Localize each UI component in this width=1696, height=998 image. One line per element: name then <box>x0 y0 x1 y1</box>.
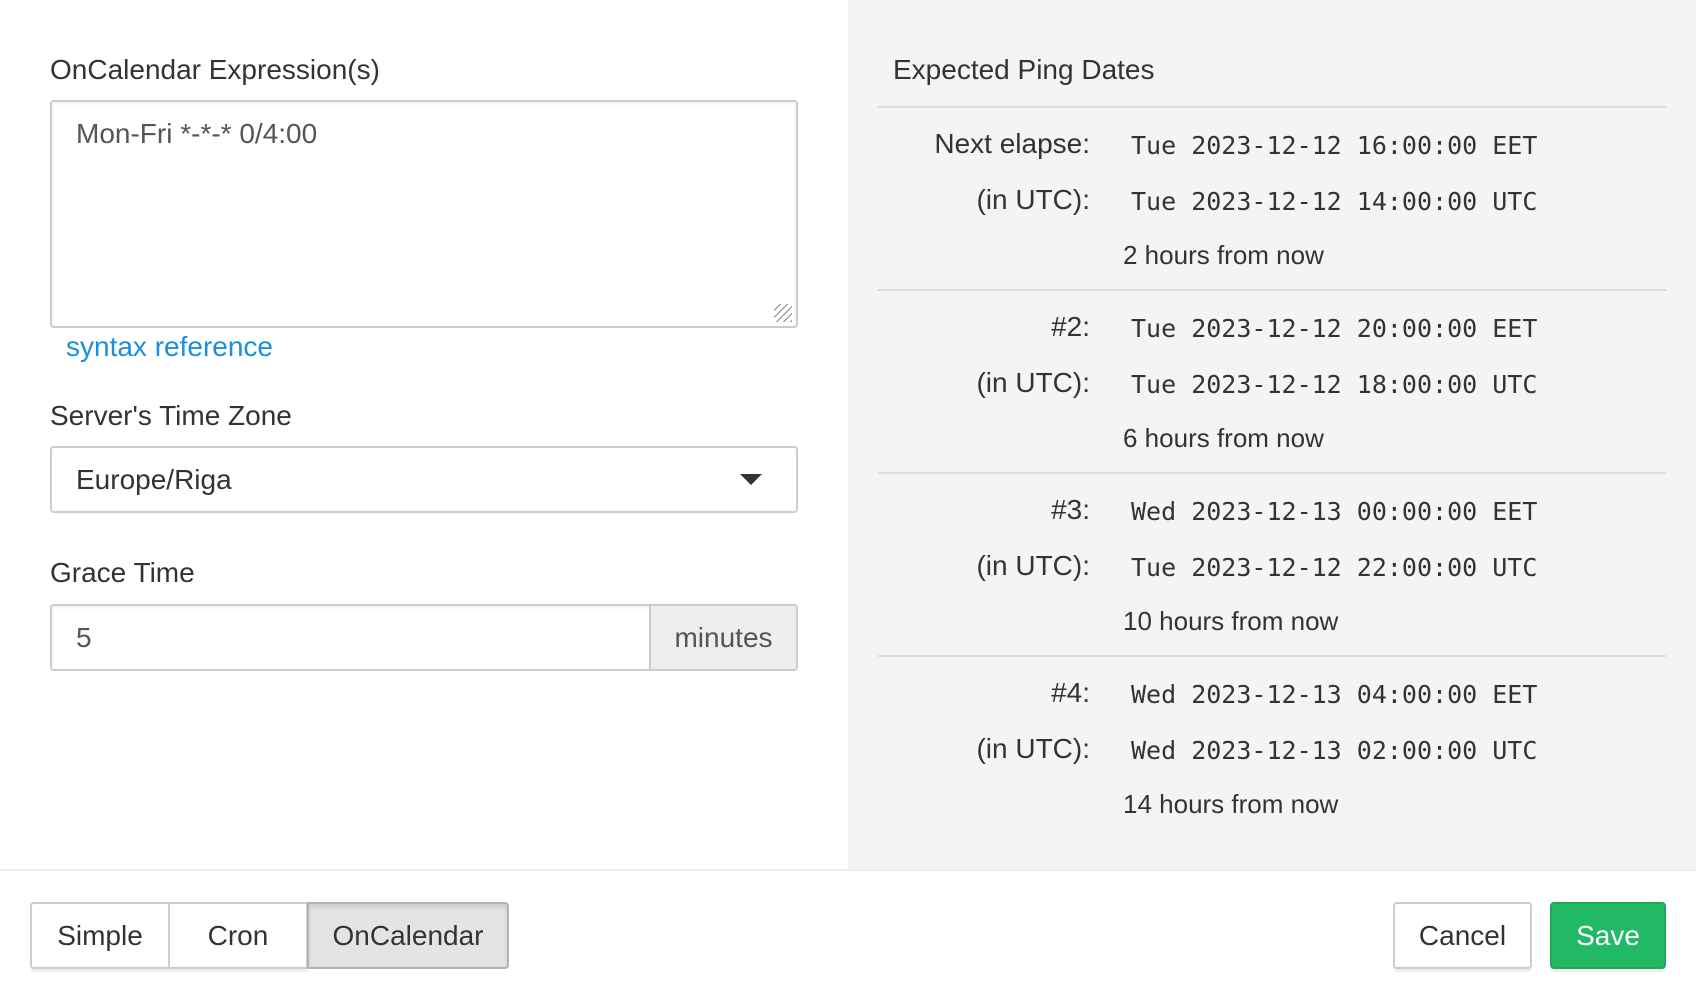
resize-grip-icon[interactable] <box>774 304 792 322</box>
timezone-select[interactable]: Europe/Riga <box>50 446 798 513</box>
syntax-reference-link[interactable]: syntax reference <box>66 331 273 362</box>
save-button[interactable]: Save <box>1550 902 1666 969</box>
entry-label: Next elapse: <box>934 128 1090 159</box>
expression-label: OnCalendar Expression(s) <box>50 54 380 85</box>
grace-time-input[interactable]: 5 <box>50 604 650 671</box>
entry-relative-time: 14 hours from now <box>1123 789 1339 819</box>
entry-label: #3: <box>1051 494 1090 525</box>
mode-cron-button[interactable]: Cron <box>168 902 308 969</box>
expression-value: Mon-Fri *-*-* 0/4:00 <box>76 118 318 149</box>
divider <box>878 106 1666 108</box>
grace-unit-addon: minutes <box>649 604 798 671</box>
entry-relative-time: 10 hours from now <box>1123 606 1339 636</box>
entry-relative-time: 6 hours from now <box>1123 423 1324 453</box>
timezone-value: Europe/Riga <box>76 463 232 495</box>
expected-ping-dates-panel <box>848 0 1696 870</box>
entry-utc-label: (in UTC): <box>976 367 1090 398</box>
entry-label: #2: <box>1051 311 1090 342</box>
divider <box>878 289 1666 291</box>
entry-local-time: Wed 2023-12-13 00:00:00 EET <box>1131 497 1538 526</box>
entry-local-time: Wed 2023-12-13 04:00:00 EET <box>1131 680 1538 709</box>
divider <box>878 472 1666 474</box>
cancel-button[interactable]: Cancel <box>1393 902 1532 969</box>
caret-down-icon <box>740 474 762 485</box>
expression-textarea[interactable]: Mon-Fri *-*-* 0/4:00 <box>50 100 798 328</box>
entry-utc-label: (in UTC): <box>976 184 1090 215</box>
grace-label: Grace Time <box>50 557 195 588</box>
panel-title: Expected Ping Dates <box>893 54 1155 85</box>
grace-value: 5 <box>76 621 92 653</box>
entry-label: #4: <box>1051 677 1090 708</box>
mode-oncalendar-button[interactable]: OnCalendar <box>307 902 509 969</box>
entry-local-time: Tue 2023-12-12 16:00:00 EET <box>1131 131 1538 160</box>
entry-utc-time: Tue 2023-12-12 18:00:00 UTC <box>1131 370 1538 399</box>
entry-utc-label: (in UTC): <box>976 733 1090 764</box>
entry-relative-time: 2 hours from now <box>1123 240 1324 270</box>
divider <box>878 655 1666 657</box>
footer-divider <box>0 869 1696 871</box>
entry-utc-time: Tue 2023-12-12 22:00:00 UTC <box>1131 553 1538 582</box>
entry-utc-time: Tue 2023-12-12 14:00:00 UTC <box>1131 187 1538 216</box>
mode-simple-button[interactable]: Simple <box>30 902 170 969</box>
entry-utc-label: (in UTC): <box>976 550 1090 581</box>
entry-utc-time: Wed 2023-12-13 02:00:00 UTC <box>1131 736 1538 765</box>
timezone-label: Server's Time Zone <box>50 400 292 431</box>
entry-local-time: Tue 2023-12-12 20:00:00 EET <box>1131 314 1538 343</box>
